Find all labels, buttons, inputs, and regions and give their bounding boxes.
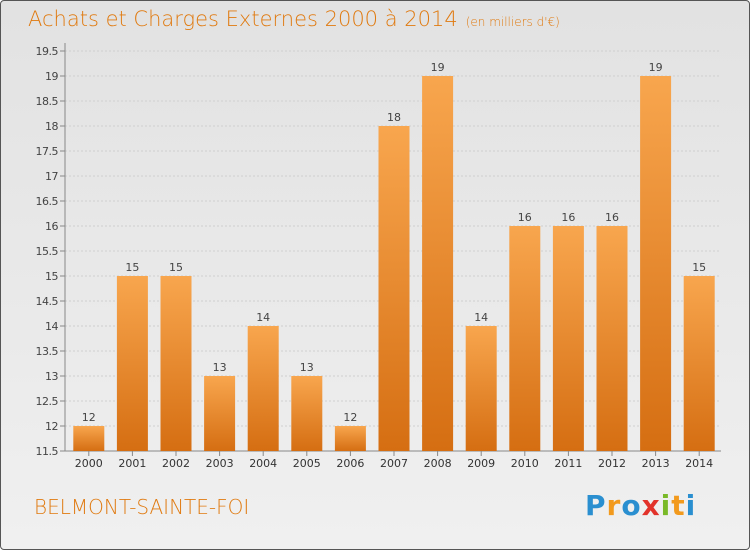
logo-letter: x xyxy=(641,489,661,522)
x-tick-label: 2012 xyxy=(598,457,626,470)
x-tick-label: 2001 xyxy=(118,457,146,470)
y-tick-label: 13 xyxy=(45,370,58,383)
chart-title: Achats et Charges Externes 2000 à 2014 (e… xyxy=(28,7,560,31)
chart-title-text: Achats et Charges Externes 2000 à 2014 xyxy=(28,7,458,31)
data-label: 13 xyxy=(213,361,227,374)
data-label: 15 xyxy=(692,261,706,274)
bar xyxy=(160,276,192,451)
y-tick-label: 18 xyxy=(45,120,58,133)
x-tick-label: 2006 xyxy=(336,457,364,470)
bar xyxy=(509,226,541,451)
logo-letter: i xyxy=(660,489,672,522)
x-tick-label: 2007 xyxy=(380,457,408,470)
x-tick-label: 2002 xyxy=(162,457,190,470)
x-tick-label: 2005 xyxy=(293,457,321,470)
data-label: 19 xyxy=(649,61,663,74)
logo-letter: o xyxy=(621,489,642,522)
y-tick-label: 16.5 xyxy=(36,195,59,208)
y-tick-label: 15.5 xyxy=(36,245,59,258)
logo-letter: t xyxy=(671,489,686,522)
y-tick-label: 11.5 xyxy=(36,445,59,458)
data-label: 16 xyxy=(605,211,619,224)
x-tick-label: 2010 xyxy=(511,457,539,470)
x-tick-label: 2013 xyxy=(642,457,670,470)
logo-letter: r xyxy=(606,489,622,522)
y-tick-label: 19 xyxy=(45,70,58,83)
bar xyxy=(552,226,584,451)
bar xyxy=(465,326,497,451)
data-label: 16 xyxy=(561,211,575,224)
y-tick-label: 14 xyxy=(45,320,58,333)
x-tick-label: 2003 xyxy=(206,457,234,470)
y-tick-label: 17 xyxy=(45,170,58,183)
y-tick-label: 12.5 xyxy=(36,395,59,408)
data-label: 15 xyxy=(169,261,183,274)
y-tick-label: 18.5 xyxy=(36,95,59,108)
x-tick-label: 2008 xyxy=(424,457,452,470)
x-tick-label: 2000 xyxy=(75,457,103,470)
bar xyxy=(378,126,410,451)
x-tick-label: 2004 xyxy=(249,457,277,470)
y-tick-label: 13.5 xyxy=(36,345,59,358)
y-tick-label: 12 xyxy=(45,420,58,433)
bar xyxy=(640,76,672,451)
bar xyxy=(422,76,454,451)
bar xyxy=(291,376,323,451)
data-label: 14 xyxy=(474,311,488,324)
bar xyxy=(116,276,148,451)
logo-letter: P xyxy=(585,489,607,522)
logo-letter: i xyxy=(685,489,697,522)
y-tick-label: 17.5 xyxy=(36,145,59,158)
bar xyxy=(204,376,236,451)
data-label: 18 xyxy=(387,111,401,124)
y-tick-label: 15 xyxy=(45,270,58,283)
x-tick-label: 2009 xyxy=(467,457,495,470)
data-label: 12 xyxy=(82,411,96,424)
data-label: 13 xyxy=(300,361,314,374)
chart-unit: (en milliers d'€) xyxy=(465,15,560,29)
y-tick-label: 16 xyxy=(45,220,58,233)
data-label: 12 xyxy=(343,411,357,424)
bar xyxy=(596,226,628,451)
bar xyxy=(73,426,105,451)
bar xyxy=(247,326,279,451)
bar xyxy=(334,426,366,451)
data-label: 16 xyxy=(518,211,532,224)
proxiti-logo: Proxiti xyxy=(585,489,696,522)
data-label: 19 xyxy=(431,61,445,74)
x-tick-label: 2014 xyxy=(685,457,713,470)
y-tick-label: 14.5 xyxy=(36,295,59,308)
x-tick-label: 2011 xyxy=(554,457,582,470)
data-label: 15 xyxy=(125,261,139,274)
data-label: 14 xyxy=(256,311,270,324)
location-label: BELMONT-SAINTE-FOI xyxy=(34,495,250,519)
y-tick-label: 19.5 xyxy=(36,45,59,58)
bar xyxy=(683,276,715,451)
